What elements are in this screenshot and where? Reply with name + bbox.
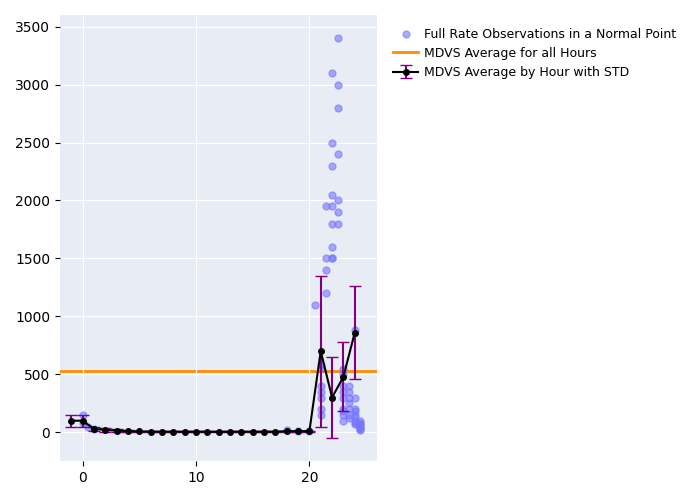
- Full Rate Observations in a Normal Point: [326, 254, 337, 262]
- Full Rate Observations in a Normal Point: [344, 411, 355, 419]
- Full Rate Observations in a Normal Point: [315, 405, 326, 413]
- Full Rate Observations in a Normal Point: [326, 69, 337, 77]
- Full Rate Observations in a Normal Point: [338, 388, 349, 396]
- Full Rate Observations in a Normal Point: [338, 370, 349, 378]
- Full Rate Observations in a Normal Point: [338, 382, 349, 390]
- Full Rate Observations in a Normal Point: [355, 416, 366, 424]
- Full Rate Observations in a Normal Point: [326, 243, 337, 251]
- Full Rate Observations in a Normal Point: [315, 394, 326, 402]
- Full Rate Observations in a Normal Point: [355, 420, 366, 428]
- Full Rate Observations in a Normal Point: [315, 364, 326, 372]
- Full Rate Observations in a Normal Point: [355, 424, 366, 432]
- Full Rate Observations in a Normal Point: [315, 361, 326, 369]
- Full Rate Observations in a Normal Point: [349, 411, 360, 419]
- Full Rate Observations in a Normal Point: [326, 162, 337, 170]
- Full Rate Observations in a Normal Point: [349, 413, 360, 421]
- Full Rate Observations in a Normal Point: [293, 427, 304, 435]
- Full Rate Observations in a Normal Point: [355, 425, 366, 433]
- Full Rate Observations in a Normal Point: [332, 34, 343, 42]
- Full Rate Observations in a Normal Point: [344, 388, 355, 396]
- Full Rate Observations in a Normal Point: [332, 150, 343, 158]
- Full Rate Observations in a Normal Point: [344, 382, 355, 390]
- Full Rate Observations in a Normal Point: [338, 408, 349, 416]
- Full Rate Observations in a Normal Point: [349, 394, 360, 402]
- Full Rate Observations in a Normal Point: [349, 419, 360, 427]
- Full Rate Observations in a Normal Point: [355, 422, 366, 430]
- Full Rate Observations in a Normal Point: [344, 400, 355, 407]
- Full Rate Observations in a Normal Point: [321, 289, 332, 297]
- Full Rate Observations in a Normal Point: [332, 220, 343, 228]
- Full Rate Observations in a Normal Point: [332, 196, 343, 204]
- Full Rate Observations in a Normal Point: [326, 220, 337, 228]
- Full Rate Observations in a Normal Point: [326, 138, 337, 146]
- Full Rate Observations in a Normal Point: [77, 411, 88, 419]
- Full Rate Observations in a Normal Point: [349, 420, 360, 428]
- Full Rate Observations in a Normal Point: [355, 419, 366, 427]
- Full Rate Observations in a Normal Point: [332, 208, 343, 216]
- Full Rate Observations in a Normal Point: [349, 405, 360, 413]
- Full Rate Observations in a Normal Point: [326, 202, 337, 210]
- MDVS Average for all Hours: [78, 368, 87, 374]
- Full Rate Observations in a Normal Point: [321, 254, 332, 262]
- Full Rate Observations in a Normal Point: [338, 416, 349, 424]
- Full Rate Observations in a Normal Point: [338, 364, 349, 372]
- Full Rate Observations in a Normal Point: [338, 405, 349, 413]
- Full Rate Observations in a Normal Point: [77, 419, 88, 427]
- Full Rate Observations in a Normal Point: [321, 202, 332, 210]
- Full Rate Observations in a Normal Point: [338, 411, 349, 419]
- Full Rate Observations in a Normal Point: [355, 422, 366, 430]
- Full Rate Observations in a Normal Point: [83, 422, 94, 430]
- Full Rate Observations in a Normal Point: [349, 326, 360, 334]
- Full Rate Observations in a Normal Point: [344, 405, 355, 413]
- Full Rate Observations in a Normal Point: [326, 190, 337, 198]
- Legend: Full Rate Observations in a Normal Point, MDVS Average for all Hours, MDVS Avera: Full Rate Observations in a Normal Point…: [387, 21, 682, 85]
- Full Rate Observations in a Normal Point: [315, 411, 326, 419]
- Full Rate Observations in a Normal Point: [88, 425, 99, 433]
- Full Rate Observations in a Normal Point: [344, 414, 355, 422]
- Full Rate Observations in a Normal Point: [332, 104, 343, 112]
- Full Rate Observations in a Normal Point: [344, 394, 355, 402]
- Full Rate Observations in a Normal Point: [332, 80, 343, 88]
- MDVS Average for all Hours: [90, 368, 98, 374]
- Full Rate Observations in a Normal Point: [326, 254, 337, 262]
- Full Rate Observations in a Normal Point: [304, 427, 315, 435]
- Full Rate Observations in a Normal Point: [349, 416, 360, 424]
- Full Rate Observations in a Normal Point: [355, 426, 366, 434]
- Full Rate Observations in a Normal Point: [315, 382, 326, 390]
- Full Rate Observations in a Normal Point: [321, 266, 332, 274]
- Full Rate Observations in a Normal Point: [315, 388, 326, 396]
- Full Rate Observations in a Normal Point: [281, 426, 293, 434]
- Full Rate Observations in a Normal Point: [349, 408, 360, 416]
- Full Rate Observations in a Normal Point: [338, 394, 349, 402]
- Full Rate Observations in a Normal Point: [309, 301, 321, 309]
